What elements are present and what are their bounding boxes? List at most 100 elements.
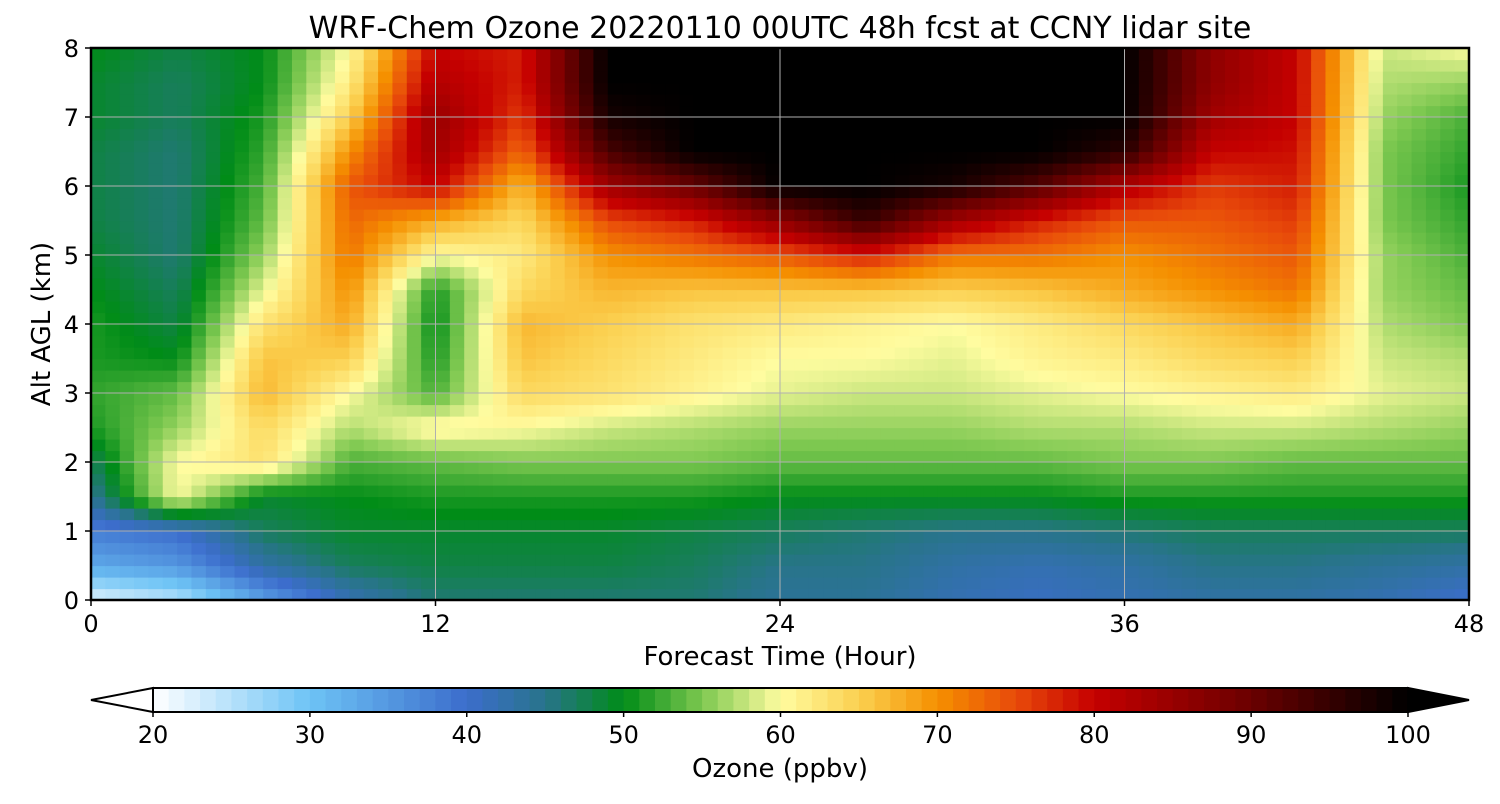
- heatmap-cell: [765, 496, 781, 509]
- heatmap-cell: [1052, 197, 1068, 210]
- heatmap-cell: [823, 243, 839, 256]
- heatmap-cell: [636, 473, 652, 486]
- heatmap-cell: [1253, 324, 1269, 337]
- heatmap-cell: [378, 255, 394, 268]
- heatmap-cell: [794, 508, 810, 521]
- heatmap-cell: [1181, 427, 1197, 440]
- heatmap-cell: [1095, 347, 1111, 360]
- heatmap-cell: [1124, 151, 1140, 164]
- heatmap-cell: [320, 289, 336, 302]
- heatmap-cell: [1210, 588, 1226, 600]
- heatmap-cell: [1153, 312, 1169, 325]
- heatmap-cell: [148, 232, 164, 245]
- heatmap-cell: [134, 232, 150, 245]
- colorbar-segment: [513, 688, 530, 712]
- heatmap-cell: [492, 163, 508, 176]
- y-tick-label: 5: [64, 242, 79, 270]
- heatmap-cell: [1268, 347, 1283, 360]
- heatmap-cell: [421, 473, 437, 486]
- heatmap-cell: [1095, 94, 1111, 107]
- heatmap-cell: [1210, 186, 1226, 199]
- heatmap-cell: [1181, 289, 1197, 302]
- heatmap-cell: [823, 393, 839, 406]
- heatmap-cell: [1138, 117, 1154, 130]
- heatmap-cell: [1067, 519, 1083, 532]
- heatmap-cell: [1339, 197, 1355, 210]
- heatmap-cell: [851, 565, 867, 578]
- heatmap-cell: [708, 462, 724, 475]
- heatmap-cell: [91, 416, 106, 429]
- heatmap-cell: [535, 105, 551, 118]
- heatmap-cell: [435, 151, 451, 164]
- heatmap-cell: [923, 565, 939, 578]
- heatmap-cell: [119, 266, 135, 279]
- heatmap-cell: [1210, 278, 1226, 291]
- heatmap-cell: [952, 496, 968, 509]
- heatmap-cell: [1282, 105, 1298, 118]
- heatmap-cell: [1153, 163, 1169, 176]
- heatmap-cell: [894, 117, 910, 130]
- heatmap-cell: [1311, 82, 1327, 95]
- heatmap-cell: [1138, 427, 1154, 440]
- heatmap-cell: [880, 151, 896, 164]
- heatmap-cell: [1024, 48, 1039, 61]
- colorbar-segment: [1031, 688, 1048, 712]
- heatmap-cell: [1253, 347, 1269, 360]
- x-axis-ticks: 0 12 24 36 48: [83, 600, 1484, 638]
- heatmap-cell: [378, 416, 394, 429]
- heatmap-cell: [277, 82, 293, 95]
- heatmap-cell: [320, 531, 336, 544]
- heatmap-cell: [220, 232, 236, 245]
- heatmap-cell: [1153, 347, 1169, 360]
- heatmap-cell: [378, 82, 394, 95]
- heatmap-cell: [1239, 358, 1255, 371]
- heatmap-cell: [1425, 82, 1441, 95]
- heatmap-cell: [177, 588, 193, 600]
- heatmap-cell: [837, 577, 853, 590]
- heatmap-cell: [636, 450, 652, 463]
- heatmap-cell: [1411, 278, 1427, 291]
- heatmap-cell: [636, 71, 652, 84]
- heatmap-cell: [478, 59, 494, 72]
- heatmap-cell: [162, 519, 178, 532]
- heatmap-cell: [937, 105, 953, 118]
- heatmap-cell: [1067, 266, 1083, 279]
- heatmap-cell: [1282, 473, 1298, 486]
- heatmap-cell: [693, 335, 709, 348]
- heatmap-cell: [1425, 163, 1441, 176]
- heatmap-cell: [550, 278, 566, 291]
- heatmap-cell: [880, 48, 896, 61]
- heatmap-cell: [593, 186, 609, 199]
- heatmap-cell: [1382, 163, 1398, 176]
- heatmap-cell: [1440, 416, 1456, 429]
- heatmap-cell: [1052, 485, 1068, 498]
- heatmap-cell: [1425, 105, 1441, 118]
- heatmap-cell: [1124, 347, 1140, 360]
- heatmap-cell: [1339, 439, 1355, 452]
- heatmap-cell: [220, 117, 236, 130]
- heatmap-cell: [1397, 324, 1413, 337]
- heatmap-cell: [162, 508, 178, 521]
- heatmap-cell: [1253, 278, 1269, 291]
- heatmap-cell: [507, 94, 523, 107]
- heatmap-cell: [162, 565, 178, 578]
- heatmap-cell: [1110, 485, 1126, 498]
- heatmap-cell: [1339, 289, 1355, 302]
- heatmap-cell: [923, 519, 939, 532]
- heatmap-cell: [1311, 577, 1327, 590]
- heatmap-cell: [751, 301, 767, 314]
- heatmap-cell: [1311, 450, 1327, 463]
- heatmap-cell: [148, 278, 164, 291]
- heatmap-cell: [1024, 450, 1039, 463]
- heatmap-cell: [837, 289, 853, 302]
- heatmap-cell: [349, 508, 365, 521]
- heatmap-cell: [823, 554, 839, 567]
- heatmap-cell: [952, 450, 968, 463]
- heatmap-cell: [780, 163, 795, 176]
- heatmap-cell: [162, 128, 178, 141]
- heatmap-cell: [478, 151, 494, 164]
- heatmap-cell: [478, 186, 494, 199]
- heatmap-cell: [736, 416, 752, 429]
- heatmap-cell: [909, 220, 925, 233]
- heatmap-cell: [1181, 117, 1197, 130]
